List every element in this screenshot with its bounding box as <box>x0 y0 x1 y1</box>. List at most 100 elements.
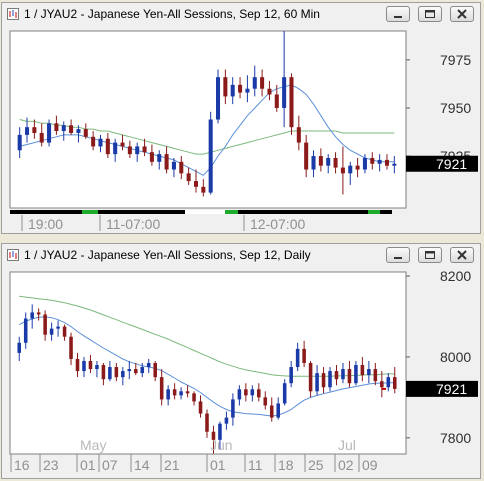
candle[interactable] <box>231 393 235 426</box>
candle[interactable] <box>108 360 112 382</box>
candle[interactable] <box>257 383 261 402</box>
candle[interactable] <box>315 365 319 396</box>
candle[interactable] <box>135 142 140 162</box>
candle[interactable] <box>370 152 375 170</box>
candle[interactable] <box>333 152 338 174</box>
candle[interactable] <box>334 365 339 386</box>
candle[interactable] <box>245 75 250 103</box>
candle[interactable] <box>192 391 196 406</box>
plot-area[interactable] <box>9 30 407 209</box>
candle[interactable] <box>311 150 316 178</box>
candle[interactable] <box>146 358 151 374</box>
candle[interactable] <box>295 342 300 372</box>
candle[interactable] <box>302 340 306 368</box>
candle[interactable] <box>263 391 268 410</box>
candle[interactable] <box>56 320 60 337</box>
candle[interactable] <box>98 134 103 153</box>
candle[interactable] <box>326 154 331 174</box>
candle[interactable] <box>201 179 206 197</box>
candle[interactable] <box>159 369 164 406</box>
candle[interactable] <box>32 119 37 139</box>
title-bar[interactable]: 1 / JYAU2 - Japanese Yen-All Sessions, S… <box>2 244 480 266</box>
price-chart-daily[interactable]: 8200 8000 7800 7921 May Jun Jul 16 23 01 07 14 21 01 1… <box>2 244 480 478</box>
minimize-button[interactable] <box>386 247 410 263</box>
candle[interactable] <box>39 123 44 147</box>
candle[interactable] <box>121 367 125 386</box>
candle[interactable] <box>120 134 125 151</box>
candle[interactable] <box>83 123 88 139</box>
candle[interactable] <box>250 385 255 402</box>
candle[interactable] <box>289 360 293 388</box>
candle[interactable] <box>230 77 235 105</box>
minimize-button[interactable] <box>386 6 410 22</box>
candle[interactable] <box>114 363 119 382</box>
candle[interactable] <box>76 125 81 143</box>
candle[interactable] <box>218 421 222 450</box>
candle[interactable] <box>69 119 74 135</box>
candle[interactable] <box>149 144 154 166</box>
candle[interactable] <box>164 146 169 174</box>
candle[interactable] <box>179 387 183 400</box>
candle[interactable] <box>54 115 59 135</box>
candle[interactable] <box>30 304 34 329</box>
candle[interactable] <box>47 119 52 147</box>
candle[interactable] <box>282 379 287 406</box>
candle[interactable] <box>373 363 378 386</box>
candle[interactable] <box>186 167 191 185</box>
candle[interactable] <box>355 157 360 178</box>
candle[interactable] <box>140 363 145 378</box>
candle[interactable] <box>223 69 228 105</box>
candle[interactable] <box>95 360 99 378</box>
candle[interactable] <box>88 354 93 374</box>
candle[interactable] <box>276 397 281 420</box>
candle[interactable] <box>267 81 272 101</box>
candle[interactable] <box>269 397 274 422</box>
candle[interactable] <box>362 154 367 174</box>
candle[interactable] <box>127 360 132 380</box>
maximize-button[interactable] <box>418 247 442 263</box>
candle[interactable] <box>36 308 41 321</box>
candle[interactable] <box>296 115 301 151</box>
candle[interactable] <box>153 360 157 382</box>
chart-window-daily[interactable]: 1 / JYAU2 - Japanese Yen-All Sessions, S… <box>1 243 481 479</box>
candle[interactable] <box>113 138 118 162</box>
candle[interactable] <box>43 310 47 341</box>
candle[interactable] <box>237 385 242 406</box>
candle[interactable] <box>61 121 66 141</box>
candle[interactable] <box>340 146 345 195</box>
candle[interactable] <box>308 360 313 398</box>
candle[interactable] <box>289 73 294 135</box>
candle[interactable] <box>341 363 345 384</box>
candle[interactable] <box>360 356 365 382</box>
candle[interactable] <box>224 411 229 430</box>
maximize-button[interactable] <box>418 6 442 22</box>
candle[interactable] <box>24 117 30 143</box>
candle[interactable] <box>133 363 138 376</box>
candle[interactable] <box>101 363 106 386</box>
candle[interactable] <box>179 156 184 180</box>
candle[interactable] <box>380 371 384 398</box>
candle[interactable] <box>260 69 265 97</box>
candle[interactable] <box>384 154 390 170</box>
candle[interactable] <box>392 156 397 174</box>
candle[interactable] <box>328 367 332 392</box>
candle[interactable] <box>105 132 110 158</box>
candle[interactable] <box>91 131 96 151</box>
candle[interactable] <box>127 140 132 158</box>
candle[interactable] <box>208 111 213 195</box>
close-button[interactable] <box>450 247 474 263</box>
candle[interactable] <box>367 360 371 384</box>
candle[interactable] <box>244 383 248 402</box>
title-bar[interactable]: 1 / JYAU2 - Japanese Yen-All Sessions, S… <box>2 3 480 25</box>
candle[interactable] <box>171 157 176 178</box>
chart-window-60min[interactable]: 1 / JYAU2 - Japanese Yen-All Sessions, S… <box>1 2 481 234</box>
candle[interactable] <box>69 332 73 366</box>
candle[interactable] <box>17 336 22 361</box>
candle[interactable] <box>274 84 279 112</box>
candle[interactable] <box>215 69 221 124</box>
candle[interactable] <box>49 322 54 341</box>
candle[interactable] <box>166 385 170 406</box>
candle[interactable] <box>321 367 326 394</box>
candle[interactable] <box>198 395 203 418</box>
